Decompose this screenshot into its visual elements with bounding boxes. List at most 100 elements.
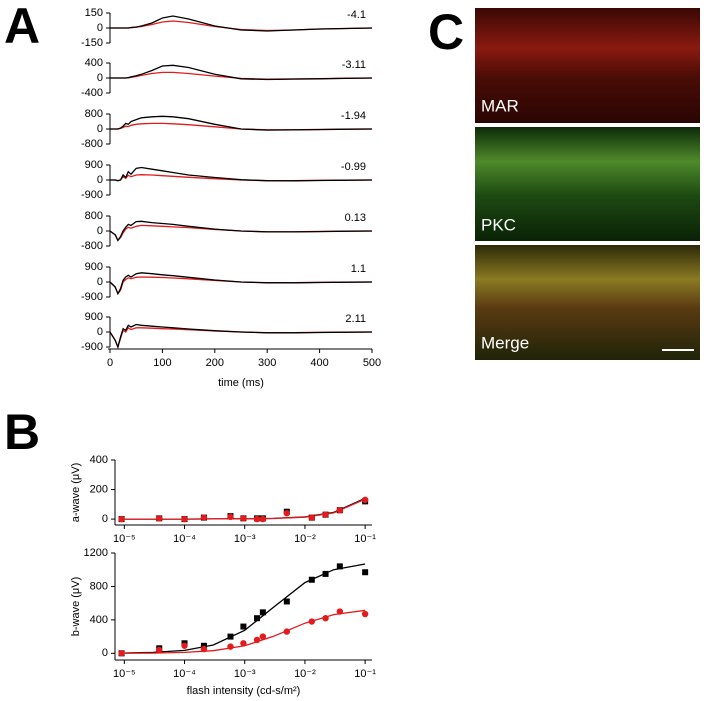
data-point (240, 640, 247, 647)
trace (109, 323, 373, 350)
data-point (227, 513, 234, 521)
y-tick-label: -400 (81, 87, 103, 99)
data-point (181, 515, 188, 523)
y-tick-label: 400 (90, 614, 108, 626)
y-tick-label: 0 (102, 647, 108, 659)
x-tick-label: 400 (310, 357, 328, 369)
panel-letter: A (4, 0, 40, 54)
x-tick-label: 10⁻¹ (354, 668, 376, 680)
trace-label: -1.94 (341, 110, 366, 122)
data-point (118, 515, 125, 523)
y-tick-label: 0 (97, 72, 103, 84)
data-point (361, 610, 369, 618)
y-tick-label: 0 (97, 225, 103, 237)
trace (110, 166, 373, 182)
trace (109, 326, 373, 349)
trace-label: 1.1 (351, 263, 366, 275)
y-tick-label: 400 (85, 57, 103, 69)
data-point (200, 645, 208, 653)
data-point (259, 633, 267, 640)
data-point (253, 515, 261, 523)
micrograph (475, 245, 700, 360)
y-tick-label: -900 (81, 291, 103, 303)
y-tick-label: -800 (81, 138, 103, 150)
y-tick-label: -800 (81, 240, 103, 252)
trace-label: -3.11 (342, 59, 366, 71)
trace (110, 115, 373, 131)
data-point (322, 570, 329, 577)
trace-label: 2.11 (345, 313, 366, 325)
y-tick-label: 0 (97, 276, 103, 288)
x-tick-label: 500 (363, 357, 381, 369)
x-tick-label: 10⁻⁵ (113, 668, 136, 680)
data-point (322, 511, 329, 518)
data-point (308, 618, 315, 625)
data-point (254, 615, 261, 622)
data-point (156, 646, 163, 654)
y-tick-label: 800 (85, 108, 103, 120)
y-tick-label: 0 (97, 326, 103, 338)
data-point (336, 563, 343, 570)
x-tick-label: 10⁻² (294, 668, 316, 680)
data-point (362, 569, 369, 576)
trace (109, 224, 373, 242)
y-tick-label: -150 (81, 37, 103, 49)
data-point (181, 642, 188, 649)
data-point (253, 636, 261, 644)
trace (109, 272, 373, 296)
y-tick-label: 0 (102, 513, 108, 525)
x-tick-label: 10⁻⁴ (173, 668, 196, 680)
trace (110, 15, 373, 32)
y-axis-label: b-wave (μV) (70, 577, 82, 637)
fit-curve (118, 563, 366, 654)
y-tick-label: 900 (85, 159, 103, 171)
data-point (336, 608, 344, 615)
trace-label: 0.13 (345, 212, 366, 224)
x-axis-label: time (ms) (218, 377, 264, 389)
data-point (336, 507, 344, 514)
x-tick-label: 0 (107, 357, 113, 369)
data-point (259, 609, 266, 616)
x-tick-label: 10⁻³ (234, 533, 256, 545)
micrograph (475, 8, 700, 123)
panel-letter: B (4, 404, 40, 460)
data-point (259, 515, 267, 523)
x-tick-label: 300 (258, 357, 276, 369)
data-point (240, 515, 247, 522)
data-point (240, 623, 247, 630)
x-tick-label: 10⁻³ (234, 668, 256, 680)
trace (109, 220, 373, 242)
y-tick-label: 1200 (84, 547, 108, 559)
x-tick-label: 10⁻² (294, 533, 316, 545)
y-tick-label: 900 (85, 311, 103, 323)
data-point (308, 576, 315, 583)
x-tick-label: 10⁻⁵ (113, 533, 136, 545)
y-tick-label: 400 (90, 454, 108, 466)
x-tick-label: 100 (153, 357, 171, 369)
x-axis-label: flash intensity (cd-s/m²) (187, 685, 301, 697)
image-label: PKC (481, 215, 516, 234)
data-point (156, 515, 163, 522)
y-tick-label: 800 (85, 210, 103, 222)
y-tick-label: 0 (97, 174, 103, 186)
trace-label: -0.99 (341, 161, 366, 173)
trace-label: -4.1 (347, 9, 366, 21)
y-tick-label: 0 (97, 123, 103, 135)
data-point (322, 615, 329, 622)
data-point (118, 650, 125, 657)
image-label: MAR (481, 96, 519, 115)
data-point (227, 633, 234, 640)
y-tick-label: 900 (85, 261, 103, 273)
x-tick-label: 200 (206, 357, 224, 369)
y-tick-label: 800 (90, 580, 108, 592)
trace (110, 64, 373, 81)
image-label: Merge (481, 333, 529, 352)
y-tick-label: -900 (81, 341, 103, 353)
data-point (283, 598, 290, 605)
trace (109, 276, 373, 296)
data-point (361, 496, 369, 504)
data-point (227, 643, 234, 650)
y-tick-label: -900 (81, 189, 103, 201)
data-point (283, 628, 291, 635)
